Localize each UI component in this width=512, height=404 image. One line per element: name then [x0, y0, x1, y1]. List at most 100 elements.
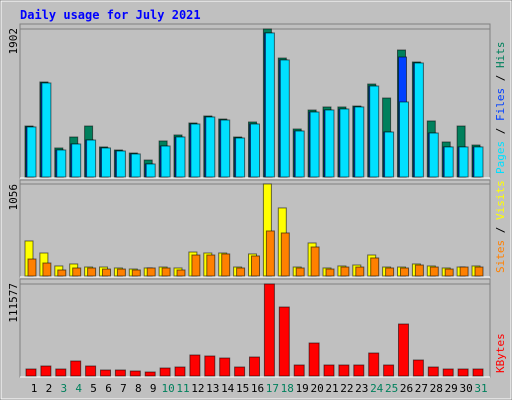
bar: [294, 130, 305, 178]
y-tick-label: 1902: [7, 28, 20, 55]
bar: [86, 139, 97, 178]
bar: [385, 267, 395, 277]
bar: [235, 137, 246, 178]
bar: [325, 268, 335, 277]
bar: [399, 101, 409, 178]
bar: [41, 82, 52, 178]
x-tick-label: 3: [60, 382, 67, 395]
legend-entry: KBytes: [494, 333, 507, 373]
bar: [220, 119, 231, 178]
x-tick-label: 12: [191, 382, 204, 395]
x-tick-label: 21: [325, 382, 338, 395]
bar: [250, 123, 260, 178]
bar: [310, 246, 320, 277]
x-tick-label: 10: [161, 382, 174, 395]
legend: Sites / Visits: [494, 180, 507, 273]
legend-separator: /: [494, 121, 507, 141]
bar: [384, 131, 395, 178]
bar: [280, 232, 290, 277]
x-tick-label: 20: [310, 382, 323, 395]
bar: [221, 253, 231, 277]
x-tick-label: 18: [281, 382, 294, 395]
bar: [175, 136, 186, 178]
bar: [27, 258, 37, 277]
bar: [70, 360, 82, 377]
legend-separator: /: [494, 68, 507, 88]
bar: [219, 357, 231, 377]
bar: [444, 268, 454, 277]
x-tick-label: 9: [150, 382, 157, 395]
bar: [174, 366, 186, 377]
legend-entry: Pages: [494, 141, 507, 174]
bar: [191, 254, 201, 277]
bar: [353, 364, 365, 377]
x-tick-label: 23: [355, 382, 368, 395]
bar: [369, 85, 380, 178]
bar: [101, 147, 111, 178]
bar: [72, 267, 82, 277]
bar: [189, 354, 201, 377]
bar: [429, 266, 439, 277]
bar: [85, 365, 97, 377]
bar: [355, 266, 365, 277]
legend-entry: Sites: [494, 240, 507, 273]
bar: [234, 366, 246, 377]
bar: [190, 123, 201, 178]
bar: [413, 62, 424, 178]
bar: [129, 370, 141, 377]
bar: [114, 369, 126, 377]
bar: [368, 352, 380, 377]
bar: [265, 230, 275, 277]
bar: [71, 143, 82, 178]
legend: Pages / Files / Hits: [494, 42, 507, 175]
legend-entry: Files: [494, 88, 507, 121]
bar: [159, 367, 171, 377]
bar: [340, 266, 350, 277]
bar: [459, 266, 469, 277]
bar: [176, 269, 186, 277]
bar: [146, 267, 156, 277]
bar: [323, 364, 335, 377]
x-tick-label: 4: [75, 382, 82, 395]
bar: [25, 368, 37, 377]
bar: [160, 145, 171, 178]
bar: [308, 342, 320, 377]
bar: [472, 368, 484, 377]
bar: [236, 267, 246, 277]
x-tick-label: 17: [266, 382, 279, 395]
bar: [264, 32, 275, 178]
bar: [42, 262, 52, 277]
x-tick-label: 26: [400, 382, 413, 395]
bar: [251, 255, 260, 277]
bar: [204, 355, 216, 377]
bar: [279, 59, 290, 178]
x-tick-label: 8: [135, 382, 142, 395]
bar: [339, 108, 350, 178]
bar: [40, 365, 52, 377]
bar: [55, 368, 67, 377]
x-tick-label: 25: [385, 382, 398, 395]
bar: [26, 126, 37, 178]
x-tick-label: 2: [46, 382, 53, 395]
x-tick-label: 22: [340, 382, 353, 395]
bar: [412, 359, 424, 377]
y-tick-label: 111577: [7, 283, 20, 323]
bar: [309, 111, 320, 178]
bar: [161, 267, 171, 277]
bar: [354, 106, 365, 178]
bar: [293, 364, 305, 377]
bar: [443, 146, 454, 178]
bar: [370, 257, 380, 277]
bar: [100, 369, 111, 377]
bar: [278, 306, 290, 377]
x-tick-label: 31: [474, 382, 487, 395]
bar: [116, 268, 126, 277]
legend-entry: Visits: [494, 180, 507, 220]
bar: [338, 364, 350, 377]
bar: [457, 368, 469, 377]
bar: [145, 163, 156, 178]
bar: [205, 116, 216, 178]
x-tick-label: 28: [430, 382, 443, 395]
